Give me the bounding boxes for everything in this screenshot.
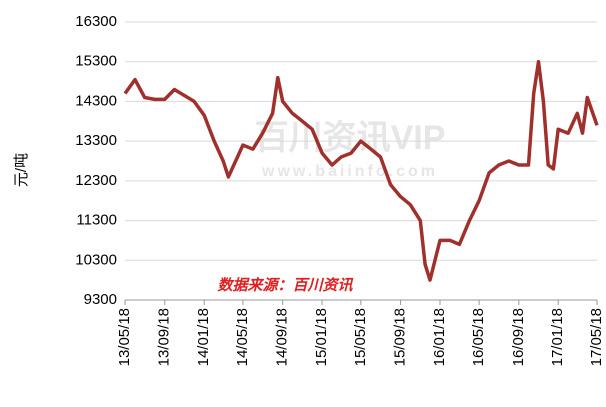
x-tick-label: 13/09/18 bbox=[156, 308, 173, 366]
x-tick-label: 17/01/18 bbox=[549, 308, 566, 366]
x-tick-label: 16/05/18 bbox=[470, 308, 487, 366]
y-tick-label: 13300 bbox=[75, 132, 117, 149]
x-tick-label: 13/05/18 bbox=[116, 308, 133, 366]
x-tick-label: 16/01/18 bbox=[431, 308, 448, 366]
x-tick-label: 15/09/18 bbox=[392, 308, 409, 366]
watermark: 百川资讯VIP bbox=[255, 119, 446, 157]
source-note: 数据来源：百川资讯 bbox=[217, 277, 353, 294]
y-tick-label: 14300 bbox=[75, 92, 117, 109]
y-tick-label: 15300 bbox=[75, 53, 117, 70]
x-tick-label: 14/01/18 bbox=[195, 308, 212, 366]
x-tick-label: 15/05/18 bbox=[352, 308, 369, 366]
x-tick-label: 14/05/18 bbox=[234, 308, 251, 366]
x-tick-label: 17/05/18 bbox=[588, 308, 605, 366]
y-axis-label: 元/吨 bbox=[13, 153, 30, 187]
x-tick-label: 14/09/18 bbox=[274, 308, 291, 366]
y-tick-label: 10300 bbox=[75, 251, 117, 268]
y-tick-label: 12300 bbox=[75, 172, 117, 189]
line-series bbox=[123, 59, 599, 282]
x-tick-label: 16/09/18 bbox=[510, 308, 527, 366]
watermark-url: www.baiinfo.com bbox=[261, 163, 438, 180]
y-tick-label: 16300 bbox=[75, 13, 117, 30]
y-tick-label: 11300 bbox=[76, 212, 117, 229]
x-tick-label: 15/01/18 bbox=[313, 308, 330, 366]
y-tick-label: 9300 bbox=[84, 291, 117, 308]
